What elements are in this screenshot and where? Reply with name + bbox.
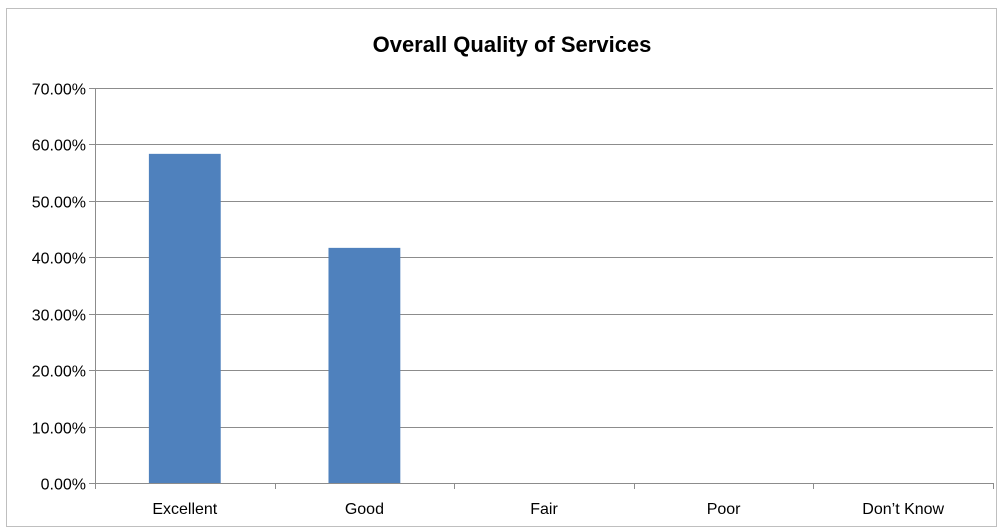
bars xyxy=(148,153,401,483)
x-tick-label: Good xyxy=(345,501,384,518)
x-tick-label: Don’t Know xyxy=(862,501,944,518)
x-tick-label: Excellent xyxy=(152,501,217,518)
bar-excellent xyxy=(148,153,221,483)
gridlines xyxy=(95,88,993,428)
y-tick-label: 0.00% xyxy=(41,477,86,494)
y-tick-label: 50.00% xyxy=(32,195,86,212)
x-axis-tick-labels: Excellent Good Fair Poor Don’t Know xyxy=(152,501,944,518)
chart-title: Overall Quality of Services xyxy=(373,32,652,57)
y-tick-label: 10.00% xyxy=(32,421,86,438)
y-tick-label: 40.00% xyxy=(32,251,86,268)
y-tick-label: 70.00% xyxy=(32,82,86,99)
bar-good xyxy=(328,247,401,483)
y-tick-label: 20.00% xyxy=(32,364,86,381)
x-tick-label: Poor xyxy=(707,501,741,518)
y-tick-label: 60.00% xyxy=(32,138,86,155)
y-axis-tick-labels: 0.00% 10.00% 20.00% 30.00% 40.00% 50.00% 60.00… xyxy=(32,82,86,494)
x-tick-label: Fair xyxy=(530,501,558,518)
y-tick-label: 30.00% xyxy=(32,308,86,325)
axes xyxy=(89,88,994,489)
